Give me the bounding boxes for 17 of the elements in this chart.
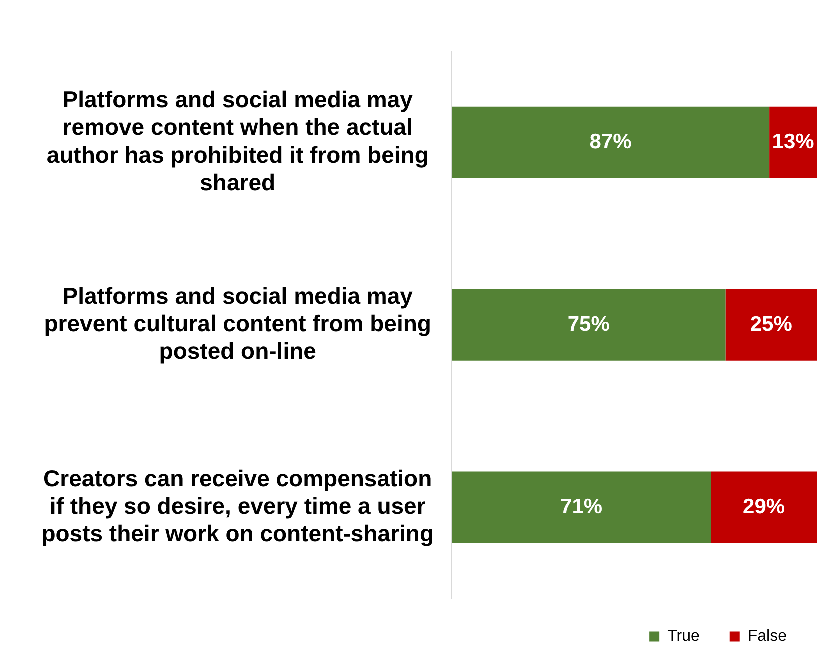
bar bbox=[770, 106, 817, 178]
data-label: 75% bbox=[568, 312, 610, 336]
data-label: 25% bbox=[750, 312, 793, 336]
data-label: 29% bbox=[743, 495, 786, 518]
y-tick-label: Platforms and social media may remove content when the actual author has prohibited it from being shared bbox=[46, 86, 429, 196]
bar bbox=[452, 106, 770, 178]
y-tick-label: Creators can receive compensation if they so desire, every time a user posts their work on content-sharing bbox=[42, 465, 434, 547]
bar bbox=[726, 289, 817, 361]
bar bbox=[452, 472, 712, 544]
y-tick-label: Platforms and social media may prevent cultural content from being posted on-line bbox=[44, 282, 432, 364]
legend-label: False bbox=[748, 628, 788, 646]
data-label: 87% bbox=[590, 130, 632, 154]
bar bbox=[711, 472, 817, 544]
legend-label: True bbox=[668, 628, 700, 646]
bar bbox=[452, 289, 726, 361]
data-label: 71% bbox=[560, 495, 603, 518]
data-label: 13% bbox=[772, 130, 815, 154]
